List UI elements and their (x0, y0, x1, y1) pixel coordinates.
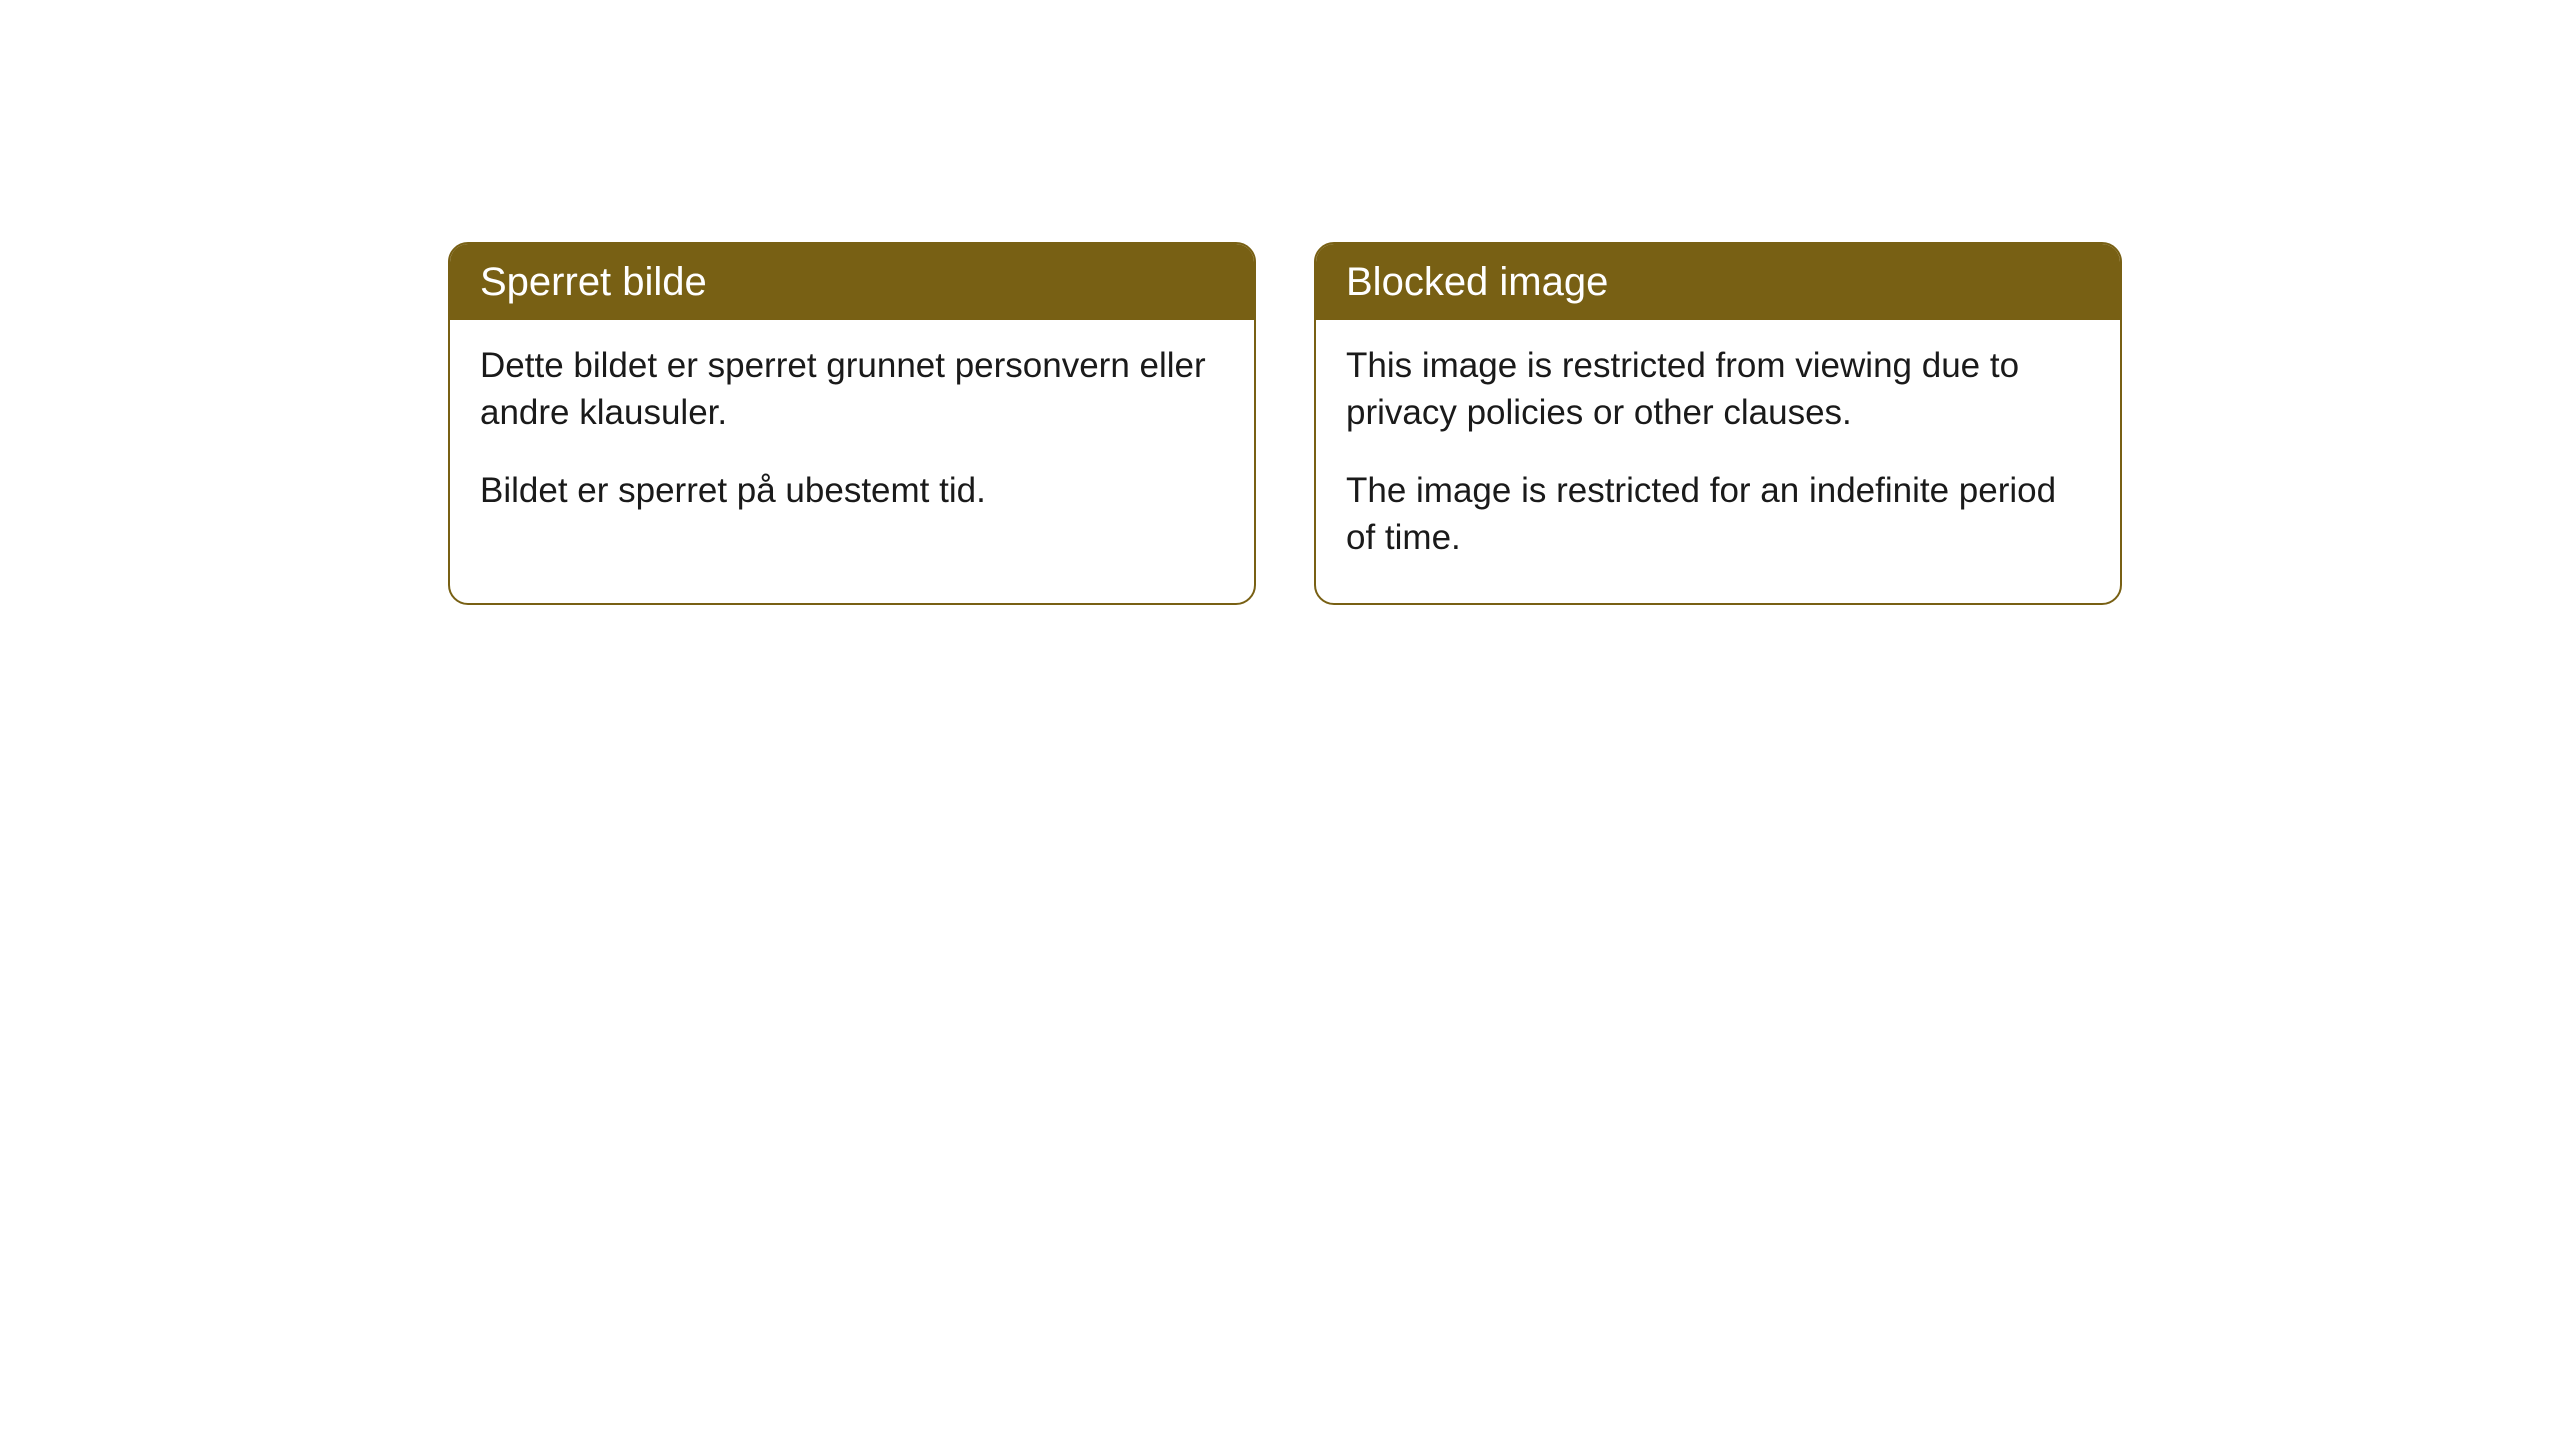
card-paragraph: Dette bildet er sperret grunnet personve… (480, 342, 1224, 437)
card-paragraph: This image is restricted from viewing du… (1346, 342, 2090, 437)
card-header: Sperret bilde (450, 244, 1254, 320)
card-paragraph: Bildet er sperret på ubestemt tid. (480, 467, 1224, 514)
card-body: This image is restricted from viewing du… (1316, 320, 2120, 603)
card-paragraph: The image is restricted for an indefinit… (1346, 467, 2090, 562)
card-title: Blocked image (1346, 260, 1608, 304)
notice-card-norwegian: Sperret bilde Dette bildet er sperret gr… (448, 242, 1256, 605)
notice-cards-container: Sperret bilde Dette bildet er sperret gr… (0, 0, 2560, 605)
card-header: Blocked image (1316, 244, 2120, 320)
notice-card-english: Blocked image This image is restricted f… (1314, 242, 2122, 605)
card-body: Dette bildet er sperret grunnet personve… (450, 320, 1254, 556)
card-title: Sperret bilde (480, 260, 707, 304)
